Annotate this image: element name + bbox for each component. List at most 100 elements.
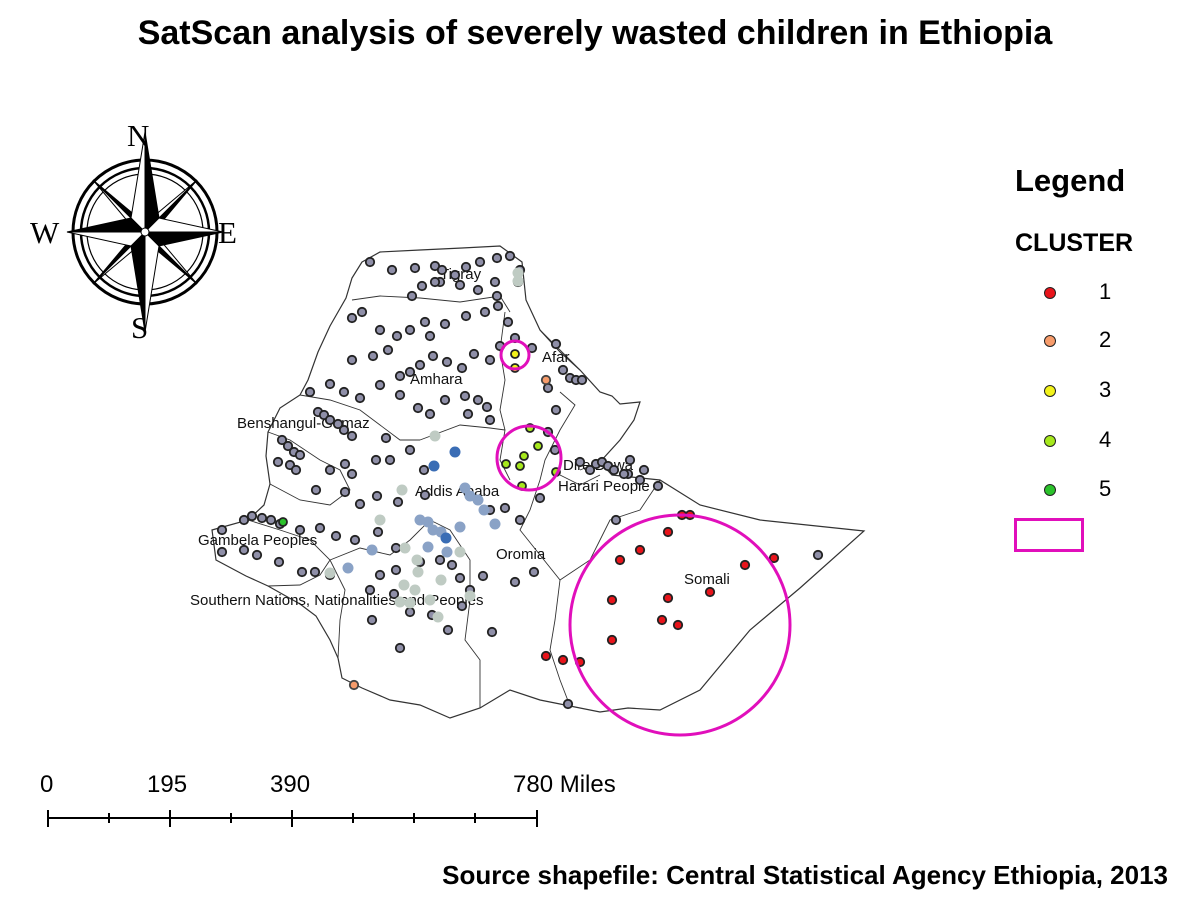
survey-point-non-cluster-131: [486, 626, 498, 638]
survey-point-non-cluster-89: [419, 489, 431, 501]
survey-point-non-cluster-36: [414, 359, 426, 371]
survey-point-cluster1-1: [662, 526, 674, 538]
survey-point-non-cluster-75: [294, 449, 306, 461]
legend-item-1: 1: [1040, 279, 1160, 309]
survey-point-low-light-11: [409, 584, 421, 596]
survey-point-non-cluster-120: [499, 502, 511, 514]
survey-point-non-cluster-76: [324, 464, 336, 476]
survey-point-non-cluster-32: [367, 350, 379, 362]
survey-point-cluster4-4: [515, 461, 525, 471]
survey-point-non-cluster-25: [439, 318, 451, 330]
survey-point-non-cluster-67: [338, 424, 350, 436]
survey-point-non-cluster-58: [459, 390, 471, 402]
survey-point-non-cluster-128: [456, 600, 468, 612]
survey-point-non-cluster-15: [406, 290, 418, 302]
survey-point-cluster3-0: [510, 349, 520, 359]
survey-point-low-light-13: [394, 596, 406, 608]
survey-point-non-cluster-26: [460, 310, 472, 322]
survey-point-non-cluster-100: [372, 526, 384, 538]
survey-point-non-cluster-118: [528, 566, 540, 578]
scale-label-390: 390: [270, 771, 311, 798]
survey-point-non-cluster-82: [418, 464, 430, 476]
survey-point-cluster4-1: [533, 441, 543, 451]
survey-point-non-cluster-37: [427, 350, 439, 362]
survey-point-non-cluster-33: [382, 344, 394, 356]
survey-point-low-dark-2: [440, 532, 452, 544]
survey-point-non-cluster-52: [354, 392, 366, 404]
survey-point-non-cluster-28: [492, 300, 504, 312]
region-label-amhara: Amhara: [410, 371, 463, 388]
survey-point-low-light-10: [398, 579, 410, 591]
border-snnp-west: [329, 559, 346, 659]
survey-point-non-cluster-51: [338, 386, 350, 398]
survey-point-non-cluster-11: [454, 279, 466, 291]
survey-point-non-cluster-21: [391, 330, 403, 342]
survey-point-non-cluster-148: [618, 468, 630, 480]
scale-label-0: 0: [40, 771, 54, 798]
legend-cluster-window-swatch: [1014, 518, 1084, 552]
survey-point-non-cluster-14: [491, 290, 503, 302]
region-label-harari: Harari People: [558, 478, 650, 495]
survey-point-non-cluster-13: [489, 276, 501, 288]
survey-point-non-cluster-122: [534, 492, 546, 504]
survey-point-non-cluster-78: [346, 468, 358, 480]
survey-point-low-mid-10: [422, 541, 434, 553]
survey-point-cluster2-1: [348, 679, 360, 691]
border-amhara-oromia: [419, 424, 506, 441]
region-borders: [247, 295, 661, 708]
compass-rose-icon: [66, 131, 224, 333]
survey-point-non-cluster-35: [404, 366, 416, 378]
survey-point-non-cluster-56: [424, 408, 436, 420]
survey-point-non-cluster-38: [441, 356, 453, 368]
cluster-windows: [495, 339, 792, 737]
survey-point-cluster5-0: [278, 517, 288, 527]
survey-point-low-light-9: [412, 566, 424, 578]
compass-west-label: W: [30, 215, 60, 250]
border-oromia-somali-2: [559, 479, 661, 581]
survey-point-non-cluster-132: [574, 456, 586, 468]
survey-point-non-cluster-105: [273, 556, 285, 568]
border-amhara-benishangul: [299, 394, 420, 441]
survey-point-non-cluster-140: [652, 480, 664, 492]
survey-point-low-light-15: [424, 594, 436, 606]
survey-point-non-cluster-112: [434, 554, 446, 566]
survey-point-cluster1-5: [768, 552, 780, 564]
survey-point-low-mid-6: [422, 516, 434, 528]
survey-point-non-cluster-9: [504, 250, 516, 262]
survey-point-non-cluster-139: [634, 474, 646, 486]
survey-point-non-cluster-147: [624, 454, 636, 466]
survey-point-low-light-12: [435, 574, 447, 586]
survey-point-non-cluster-34: [394, 370, 406, 382]
survey-point-low-light-5: [399, 542, 411, 554]
survey-point-non-cluster-48: [557, 364, 569, 376]
survey-point-non-cluster-41: [484, 354, 496, 366]
cluster-window-1: [568, 513, 792, 737]
survey-point-low-light-8: [324, 567, 336, 579]
legend-item-2: 2: [1040, 327, 1160, 357]
cluster-window-4: [495, 424, 563, 492]
survey-point-non-cluster-99: [349, 534, 361, 546]
survey-point-low-mid-11: [366, 544, 378, 556]
survey-point-non-cluster-98: [330, 530, 342, 542]
survey-point-non-cluster-96: [294, 524, 306, 536]
border-benishangul-oromia: [267, 431, 351, 506]
survey-point-non-cluster-97: [314, 522, 326, 534]
survey-point-non-cluster-2: [409, 262, 421, 274]
survey-point-non-cluster-57: [439, 394, 451, 406]
survey-point-cluster1-2: [634, 544, 646, 556]
region-label-oromia: Oromia: [496, 546, 546, 563]
survey-point-cluster1-8: [606, 594, 618, 606]
survey-point-non-cluster-29: [502, 316, 514, 328]
survey-point-non-cluster-125: [404, 606, 416, 618]
survey-point-low-light-14: [404, 597, 416, 609]
survey-point-non-cluster-73: [272, 456, 284, 468]
compass-south-label: S: [131, 310, 149, 345]
legend-swatch-4: [1044, 435, 1056, 447]
region-label-benishangul: Benshangul-Gumaz: [237, 415, 370, 432]
survey-point-cluster1-14: [540, 650, 552, 662]
survey-point-non-cluster-62: [484, 414, 496, 426]
survey-point-non-cluster-83: [380, 432, 392, 444]
survey-point-non-cluster-81: [404, 444, 416, 456]
survey-point-non-cluster-91: [238, 514, 250, 526]
survey-point-non-cluster-59: [472, 394, 484, 406]
